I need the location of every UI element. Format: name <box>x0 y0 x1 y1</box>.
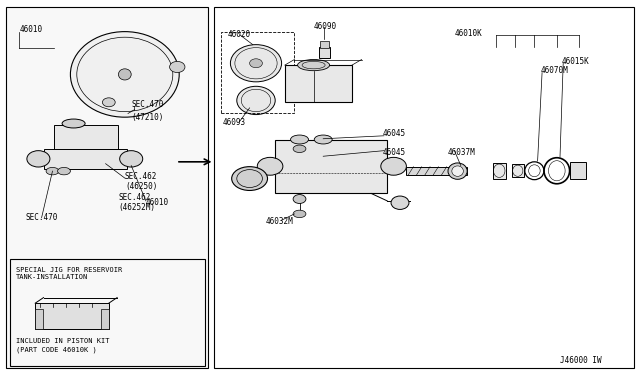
Ellipse shape <box>230 45 282 82</box>
Bar <box>54 125 118 149</box>
Text: 46015K: 46015K <box>562 57 589 66</box>
Text: 46010: 46010 <box>19 25 42 34</box>
Ellipse shape <box>452 166 463 176</box>
Bar <box>320 41 329 48</box>
Bar <box>10 259 205 366</box>
Text: SEC.470: SEC.470 <box>131 100 164 109</box>
Text: TANK-INSTALLATION: TANK-INSTALLATION <box>16 274 88 280</box>
Ellipse shape <box>298 60 330 71</box>
Text: (PART CODE 46010K ): (PART CODE 46010K ) <box>16 346 97 353</box>
Text: SEC.462: SEC.462 <box>125 172 157 181</box>
Bar <box>214 7 634 368</box>
Ellipse shape <box>293 210 306 218</box>
Ellipse shape <box>232 167 268 190</box>
Bar <box>285 65 352 102</box>
Ellipse shape <box>257 157 283 175</box>
Bar <box>35 303 109 329</box>
Ellipse shape <box>291 135 308 144</box>
Bar <box>221 32 294 113</box>
Ellipse shape <box>27 151 50 167</box>
Bar <box>6 7 208 368</box>
Text: SEC.462: SEC.462 <box>118 193 151 202</box>
Ellipse shape <box>237 86 275 115</box>
Bar <box>35 309 43 329</box>
Text: 46037M: 46037M <box>448 148 476 157</box>
Bar <box>319 46 330 58</box>
Ellipse shape <box>58 167 70 175</box>
Ellipse shape <box>118 69 131 80</box>
Ellipse shape <box>250 59 262 68</box>
Text: 46045: 46045 <box>383 148 406 157</box>
Bar <box>44 149 127 169</box>
Text: 46020: 46020 <box>227 31 250 39</box>
Text: 46090: 46090 <box>314 22 337 31</box>
Ellipse shape <box>170 61 185 73</box>
Ellipse shape <box>293 195 306 203</box>
Ellipse shape <box>293 145 306 153</box>
Bar <box>570 162 586 179</box>
Bar <box>493 163 506 179</box>
Text: 46045: 46045 <box>383 129 406 138</box>
Text: 46093: 46093 <box>223 118 246 127</box>
Text: (46250): (46250) <box>125 182 158 191</box>
Ellipse shape <box>70 32 179 117</box>
Text: 46010K: 46010K <box>454 29 482 38</box>
Ellipse shape <box>120 151 143 167</box>
Text: 46070M: 46070M <box>541 66 568 75</box>
Ellipse shape <box>448 163 467 179</box>
Ellipse shape <box>391 196 409 209</box>
Text: SPECIAL JIG FOR RESERVOIR: SPECIAL JIG FOR RESERVOIR <box>16 267 122 273</box>
Text: J46000 IW: J46000 IW <box>560 356 602 365</box>
Text: 46010: 46010 <box>146 198 169 207</box>
Text: SEC.470: SEC.470 <box>26 213 58 222</box>
Ellipse shape <box>381 157 406 175</box>
Text: INCLUDED IN PISTON KIT: INCLUDED IN PISTON KIT <box>16 339 109 344</box>
Ellipse shape <box>102 98 115 107</box>
Bar <box>406 167 467 175</box>
Text: 46032M: 46032M <box>266 217 293 226</box>
Bar <box>101 309 109 329</box>
Text: (46252M): (46252M) <box>118 203 156 212</box>
Ellipse shape <box>314 135 332 144</box>
Ellipse shape <box>46 167 59 175</box>
Text: (47210): (47210) <box>131 113 164 122</box>
Bar <box>512 164 524 177</box>
Ellipse shape <box>62 119 85 128</box>
Bar <box>275 140 387 193</box>
